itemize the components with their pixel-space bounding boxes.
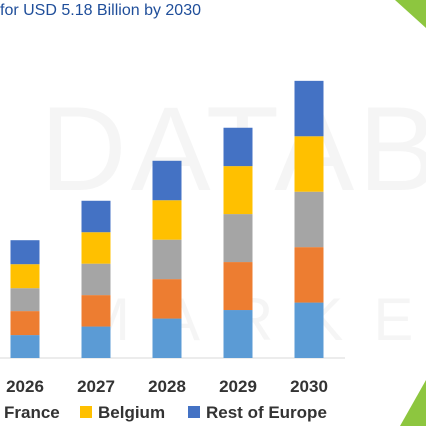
watermark-subtext: MARKETR	[80, 286, 426, 353]
legend: France Belgium Rest of Europe	[4, 403, 327, 422]
bar-segment-2027-s1	[81, 295, 111, 327]
bar-segment-2026-s0	[10, 335, 40, 358]
bar-segment-2029-s2	[223, 214, 253, 263]
legend-swatch-rest-of-europe	[188, 406, 200, 418]
bar-segment-2028-s4	[152, 160, 182, 201]
bar-segment-2026-s4	[10, 240, 40, 265]
bar-segment-2026-s3	[10, 264, 40, 289]
bar-segment-2029-s0	[223, 310, 253, 358]
bar-segment-2030-s2	[294, 191, 324, 248]
x-tick-label-2027: 2027	[77, 377, 115, 396]
chart-title: for USD 5.18 Billion by 2030	[0, 2, 201, 19]
legend-label-belgium: Belgium	[98, 403, 165, 422]
x-tick-label-2030: 2030	[290, 377, 328, 396]
bar-segment-2030-s3	[294, 136, 324, 192]
bar-segment-2028-s3	[152, 200, 182, 240]
bar-segment-2027-s4	[81, 200, 111, 233]
legend-label-france: France	[4, 403, 60, 422]
bar-segment-2027-s3	[81, 232, 111, 264]
x-tick-labels: 2026 2027 2028 2029 2030	[6, 377, 328, 396]
bar-segment-2030-s0	[294, 302, 324, 358]
bar-segment-2028-s2	[152, 239, 182, 280]
x-tick-label-2029: 2029	[219, 377, 257, 396]
legend-label-rest-of-europe: Rest of Europe	[206, 403, 327, 422]
bar-segment-2027-s2	[81, 263, 111, 296]
bar-segment-2026-s2	[10, 288, 40, 312]
x-tick-label-2028: 2028	[148, 377, 186, 396]
corner-accent-top	[395, 0, 426, 28]
bar-segment-2029-s4	[223, 127, 253, 167]
bar-segment-2028-s1	[152, 279, 182, 319]
corner-accent-bottom	[400, 380, 426, 426]
bar-segment-2030-s1	[294, 247, 324, 303]
x-tick-label-2026: 2026	[6, 377, 44, 396]
bar-segment-2030-s4	[294, 80, 324, 137]
bar-segment-2028-s0	[152, 318, 182, 358]
bar-segment-2026-s1	[10, 311, 40, 336]
bar-segment-2029-s3	[223, 166, 253, 215]
bar-segment-2027-s0	[81, 326, 111, 358]
legend-swatch-belgium	[80, 406, 92, 418]
bar-segment-2029-s1	[223, 262, 253, 311]
bars-group	[10, 80, 324, 358]
